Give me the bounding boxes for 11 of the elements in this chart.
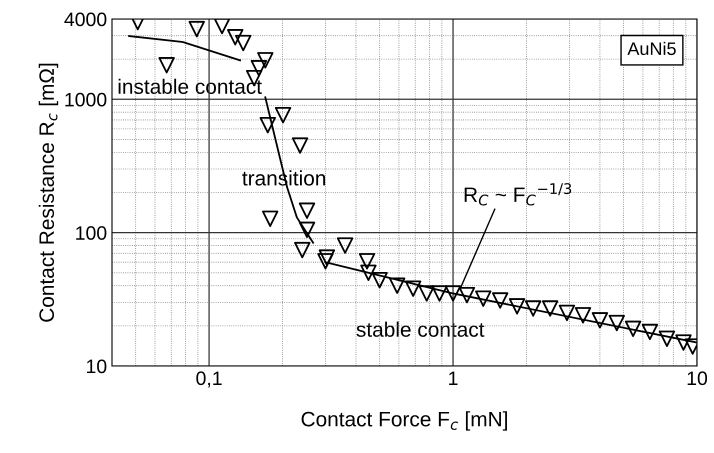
x-tick-label: 1	[449, 372, 458, 385]
x-axis-title: Contact Force F$_{c}$ [mN]	[302, 411, 507, 431]
y-tick-label: 1000	[65, 92, 106, 107]
y-tick-label: 10	[86, 359, 106, 374]
y-tick-label: 100	[76, 226, 106, 240]
x-tick-label: 10	[688, 371, 708, 386]
y-tick-label: 4000	[64, 12, 106, 26]
y-axis-title: Contact Resistance R$_{c}$ [mΩ]	[38, 64, 58, 322]
annotation: R$_{C}$ ~ F$_{C}$$^{−1/3}$	[464, 183, 572, 206]
x-tick-label: 0,1	[196, 371, 222, 388]
annotation: AuNi5	[627, 42, 676, 56]
